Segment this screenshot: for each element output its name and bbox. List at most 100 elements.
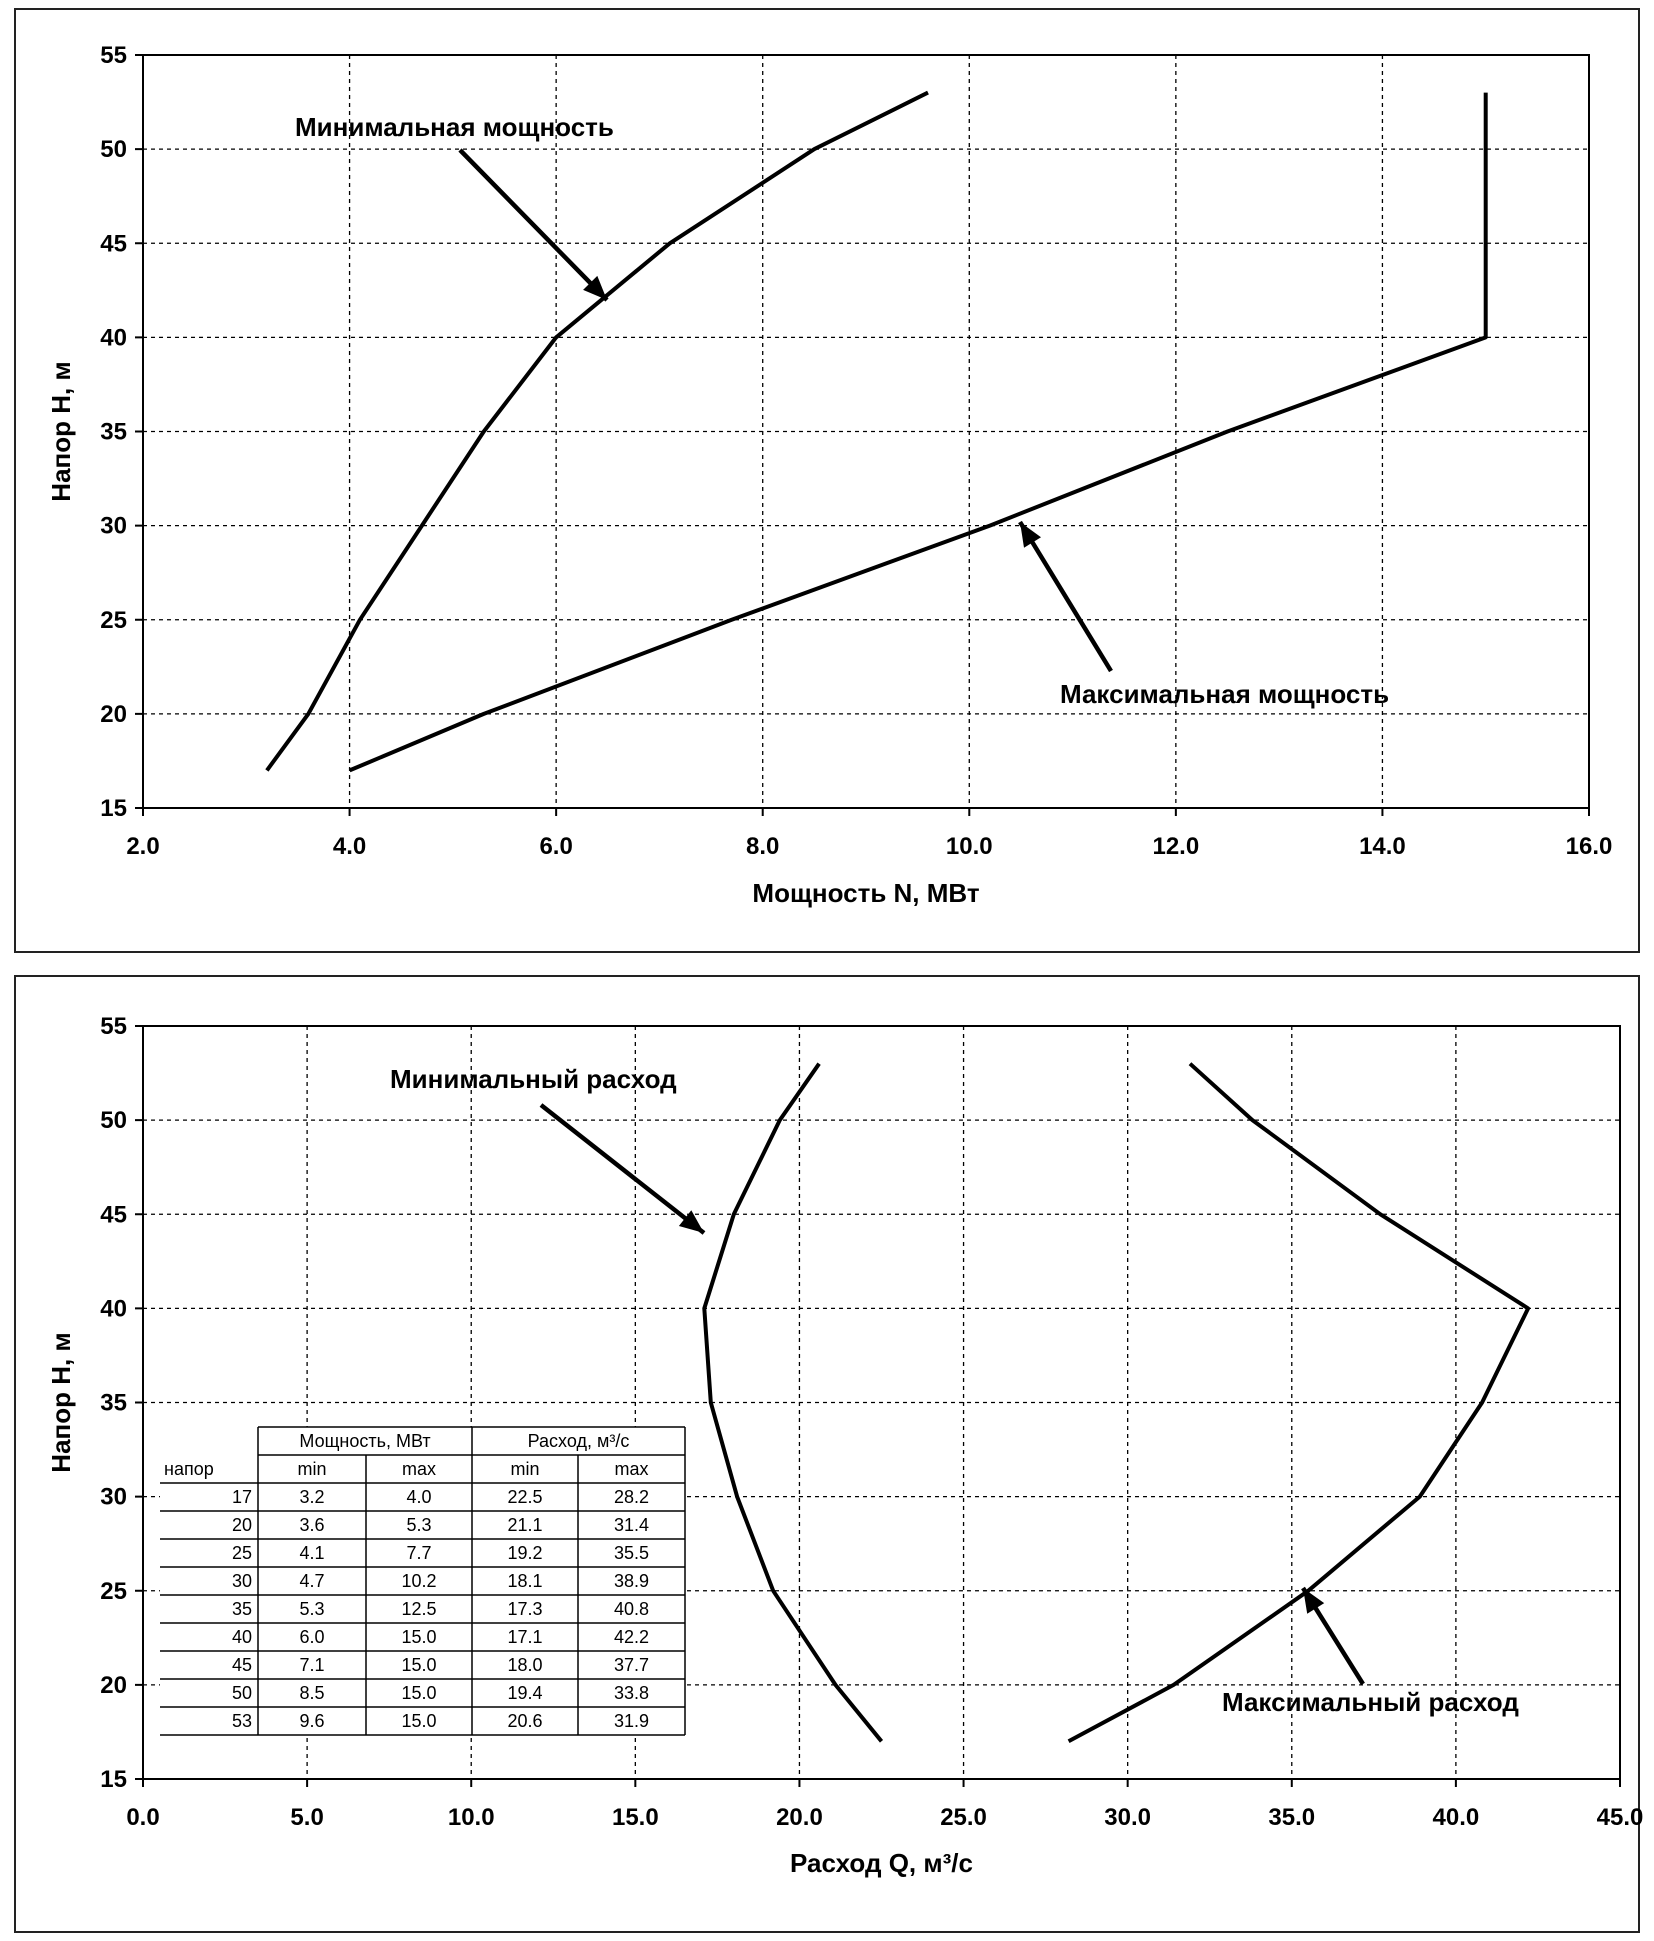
- annotation-label: Минимальная мощность: [295, 112, 614, 142]
- table-cell: 45: [232, 1655, 252, 1675]
- x-tick-label: 35.0: [1268, 1804, 1315, 1831]
- table-cell: 15.0: [401, 1655, 436, 1675]
- x-tick-label: 4.0: [333, 833, 366, 860]
- x-tick-label: 20.0: [776, 1804, 823, 1831]
- x-tick-label: 10.0: [946, 833, 993, 860]
- table-group-header: Расход, м³/с: [528, 1431, 630, 1451]
- table-sub-header: напор: [164, 1459, 214, 1479]
- x-tick-label: 16.0: [1566, 833, 1613, 860]
- arrow-head: [1020, 522, 1041, 548]
- series-line-max: [348, 92, 1488, 773]
- x-tick-label: 15.0: [612, 1804, 659, 1831]
- plot-area-border: [142, 54, 1590, 809]
- table-cell: 20.6: [507, 1711, 542, 1731]
- table-cell: 20: [232, 1515, 252, 1535]
- table-cell: 10.2: [401, 1571, 436, 1591]
- table-cell: 33.8: [614, 1683, 649, 1703]
- x-tick-label: 45.0: [1597, 1804, 1644, 1831]
- table-cell: 22.5: [507, 1487, 542, 1507]
- y-tick-label: 25: [100, 607, 127, 634]
- x-axis-label: Расход Q, м³/с: [790, 1848, 973, 1878]
- table-cell: 40.8: [614, 1599, 649, 1619]
- y-tick-label: 45: [100, 1201, 127, 1228]
- table-cell: 50: [232, 1683, 252, 1703]
- table-cell: 19.2: [507, 1543, 542, 1563]
- table-cell: 5.3: [299, 1599, 324, 1619]
- annotation-arrow: [539, 1103, 706, 1235]
- table-cell: 15.0: [401, 1683, 436, 1703]
- x-tick-label: 14.0: [1359, 833, 1406, 860]
- table-cell: 18.1: [507, 1571, 542, 1591]
- y-tick-label: 30: [100, 1484, 127, 1511]
- x-axis-label: Мощность N, МВт: [752, 878, 979, 908]
- y-tick-label: 50: [100, 136, 127, 163]
- y-tick-label: 20: [100, 701, 127, 728]
- table-cell: 31.9: [614, 1711, 649, 1731]
- x-tick-label: 6.0: [539, 833, 572, 860]
- y-tick-label: 35: [100, 1390, 127, 1417]
- y-tick-label: 55: [100, 42, 127, 69]
- x-tick-label: 12.0: [1152, 833, 1199, 860]
- plot-area-border: [142, 1025, 1621, 1780]
- table-sub-header: min: [510, 1459, 539, 1479]
- x-tick-label: 30.0: [1104, 1804, 1151, 1831]
- table-cell: 17.1: [507, 1627, 542, 1647]
- table-sub-header: max: [614, 1459, 648, 1479]
- data-table: Мощность, МВт Расход, м³/с напор min max min m…: [160, 1426, 686, 1736]
- series-line-min: [702, 1062, 884, 1743]
- x-tick-label: 10.0: [448, 1804, 495, 1831]
- table-cell: 3.2: [299, 1487, 324, 1507]
- series-line-max: [1067, 1062, 1531, 1744]
- y-tick-label: 40: [100, 324, 127, 351]
- table-cell: 21.1: [507, 1515, 542, 1535]
- x-tick-label: 2.0: [126, 833, 159, 860]
- annotation-label: Минимальный расход: [390, 1064, 677, 1094]
- table-cell: 7.1: [299, 1655, 324, 1675]
- table-group-header: Мощность, МВт: [299, 1431, 430, 1451]
- arrow-head: [678, 1210, 704, 1233]
- x-tick-label: 5.0: [290, 1804, 323, 1831]
- table-cell: 17.3: [507, 1599, 542, 1619]
- x-tick-label: 0.0: [126, 1804, 159, 1831]
- table-cell: 42.2: [614, 1627, 649, 1647]
- table-cell: 35.5: [614, 1543, 649, 1563]
- x-tick-label: 8.0: [746, 833, 779, 860]
- table-cell: 12.5: [401, 1599, 436, 1619]
- y-tick-label: 20: [100, 1672, 127, 1699]
- table-cell: 7.7: [406, 1543, 431, 1563]
- y-axis-label: Напор Н, м: [46, 1332, 76, 1472]
- table-cell: 17: [232, 1487, 252, 1507]
- x-tick-label: 25.0: [940, 1804, 987, 1831]
- y-tick-label: 15: [100, 1766, 127, 1793]
- table-cell: 9.6: [299, 1711, 324, 1731]
- table-cell: 18.0: [507, 1655, 542, 1675]
- table-cell: 30: [232, 1571, 252, 1591]
- y-tick-label: 50: [100, 1107, 127, 1134]
- annotation-arrow: [1018, 520, 1113, 673]
- table-cell: 19.4: [507, 1683, 542, 1703]
- table-cell: 6.0: [299, 1627, 324, 1647]
- y-tick-label: 25: [100, 1578, 127, 1605]
- table-cell: 4.0: [406, 1487, 431, 1507]
- power-chart: 15 20 25 30 35 40 45 50 55 2.0 4.0 6.0 8.0 10.0 12.0 14…: [46, 42, 1612, 908]
- data-table-background: [160, 1427, 685, 1735]
- table-cell: 38.9: [614, 1571, 649, 1591]
- arrow-head: [583, 275, 607, 300]
- table-cell: 8.5: [299, 1683, 324, 1703]
- table-cell: 5.3: [406, 1515, 431, 1535]
- y-tick-label: 45: [100, 230, 127, 257]
- table-cell: 3.6: [299, 1515, 324, 1535]
- annotation-label: Максимальная мощность: [1060, 679, 1389, 709]
- annotation-arrow: [458, 148, 609, 302]
- table-sub-header: max: [402, 1459, 436, 1479]
- power-chart-frame: [14, 8, 1640, 953]
- table-sub-header: min: [297, 1459, 326, 1479]
- table-cell: 40: [232, 1627, 252, 1647]
- table-cell: 31.4: [614, 1515, 649, 1535]
- series-line-min: [265, 90, 929, 772]
- table-cell: 15.0: [401, 1627, 436, 1647]
- y-tick-label: 30: [100, 513, 127, 540]
- table-cell: 4.7: [299, 1571, 324, 1591]
- table-cell: 28.2: [614, 1487, 649, 1507]
